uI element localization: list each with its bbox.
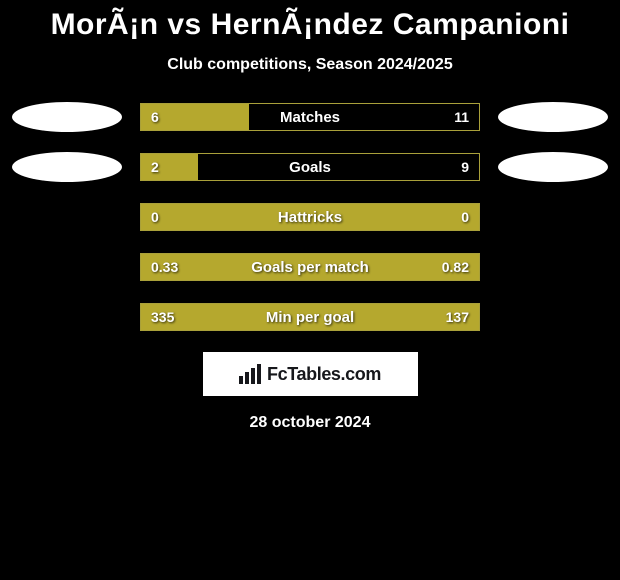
player-marker-right: [498, 152, 608, 182]
spacer: [12, 252, 122, 282]
fctables-badge[interactable]: FcTables.com: [203, 352, 418, 396]
stat-row: 0.330.82Goals per match: [0, 252, 620, 282]
player-marker-left: [12, 152, 122, 182]
player-marker-right: [498, 102, 608, 132]
page-subtitle: Club competitions, Season 2024/2025: [0, 56, 620, 74]
stat-row: 00Hattricks: [0, 202, 620, 232]
stat-right-value: 9: [451, 154, 479, 180]
stat-rows: 611Matches 29Goals 00Hattricks 0.330.82Goal…: [0, 102, 620, 332]
stat-bar-fill: [141, 154, 198, 180]
comparison-chart: MorÃ¡n vs HernÃ¡ndez Campanioni Club com…: [0, 0, 620, 432]
spacer: [498, 202, 608, 232]
stat-bar-fill: [141, 304, 479, 330]
spacer: [12, 202, 122, 232]
spacer: [12, 302, 122, 332]
page-title: MorÃ¡n vs HernÃ¡ndez Campanioni: [0, 8, 620, 42]
stat-row: 29Goals: [0, 152, 620, 182]
stat-bar: 29Goals: [140, 153, 480, 181]
stat-bar: 335137Min per goal: [140, 303, 480, 331]
stat-bar-fill: [141, 254, 479, 280]
stat-right-value: 11: [444, 104, 479, 130]
badge-text: FcTables.com: [267, 364, 381, 385]
stat-bar-fill: [141, 104, 249, 130]
player-marker-left: [12, 102, 122, 132]
spacer: [498, 302, 608, 332]
stat-bar-fill: [141, 204, 479, 230]
spacer: [498, 252, 608, 282]
stat-row: 335137Min per goal: [0, 302, 620, 332]
date-label: 28 october 2024: [0, 414, 620, 432]
bar-chart-icon: [239, 364, 261, 384]
stat-row: 611Matches: [0, 102, 620, 132]
stat-bar: 00Hattricks: [140, 203, 480, 231]
stat-bar: 0.330.82Goals per match: [140, 253, 480, 281]
stat-bar: 611Matches: [140, 103, 480, 131]
